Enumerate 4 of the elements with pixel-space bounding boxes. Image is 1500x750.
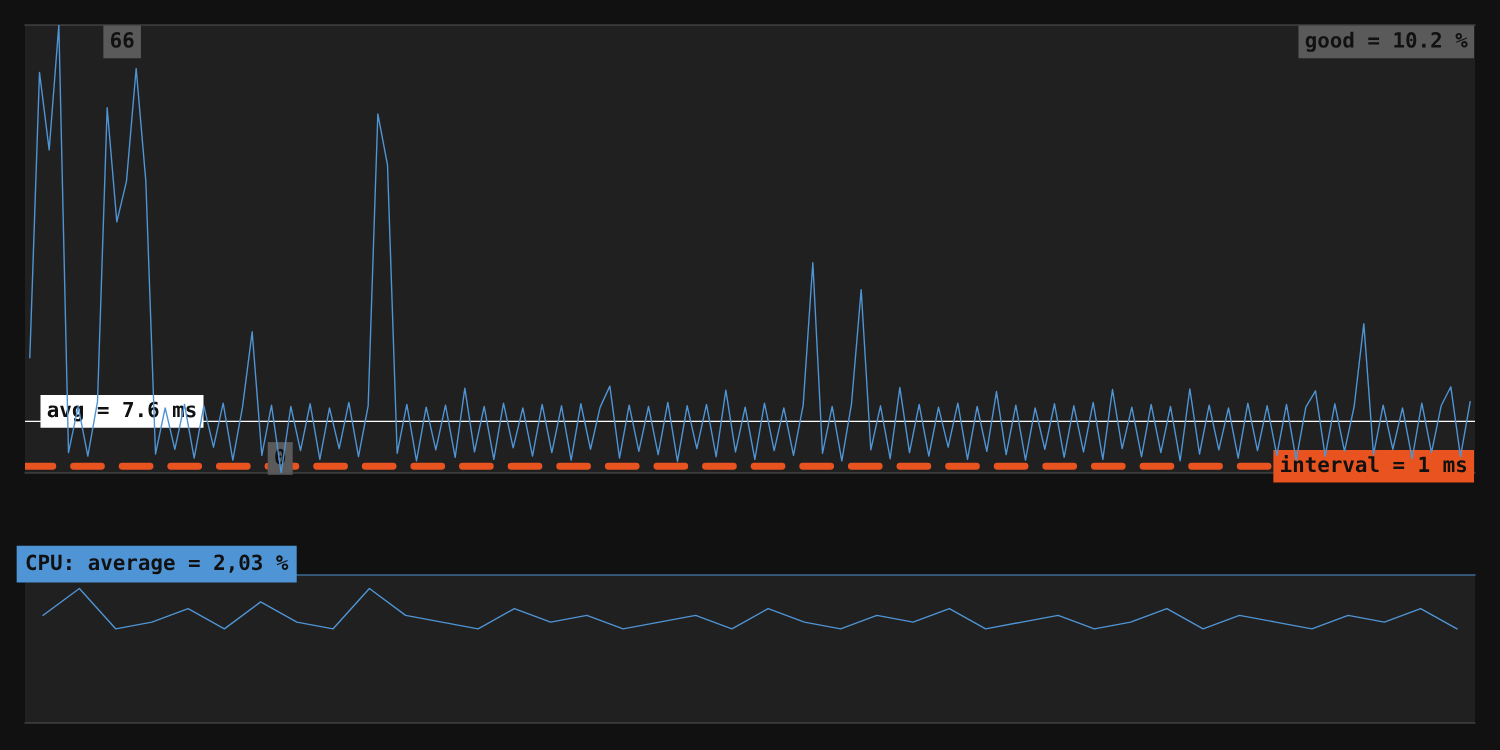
ref-line-label: interval = 1 ms [1281,455,1467,473]
chart-title: CPU: average = 2,03 % [26,554,289,575]
annotation: 66 [110,32,134,48]
annotation: good = 10.2 % [1305,31,1468,52]
